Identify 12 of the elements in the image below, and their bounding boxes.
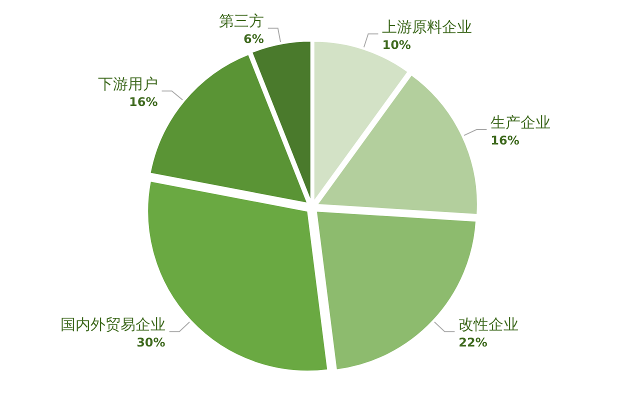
slice-label: 国内外贸易企业	[60, 316, 166, 334]
slice-label: 第三方	[218, 12, 264, 30]
data-label: 16%	[129, 94, 158, 109]
slice-label: 生产企业	[490, 114, 551, 132]
data-label: 10%	[382, 38, 411, 52]
slice-label: 下游用户	[98, 74, 158, 93]
slice-label: 上游原料企业	[382, 18, 472, 36]
data-label: 16%	[490, 134, 520, 148]
data-label: 30%	[136, 336, 166, 350]
data-label: 22%	[458, 336, 488, 350]
slice-label: 改性企业	[458, 316, 519, 334]
data-label: 6%	[244, 32, 264, 46]
